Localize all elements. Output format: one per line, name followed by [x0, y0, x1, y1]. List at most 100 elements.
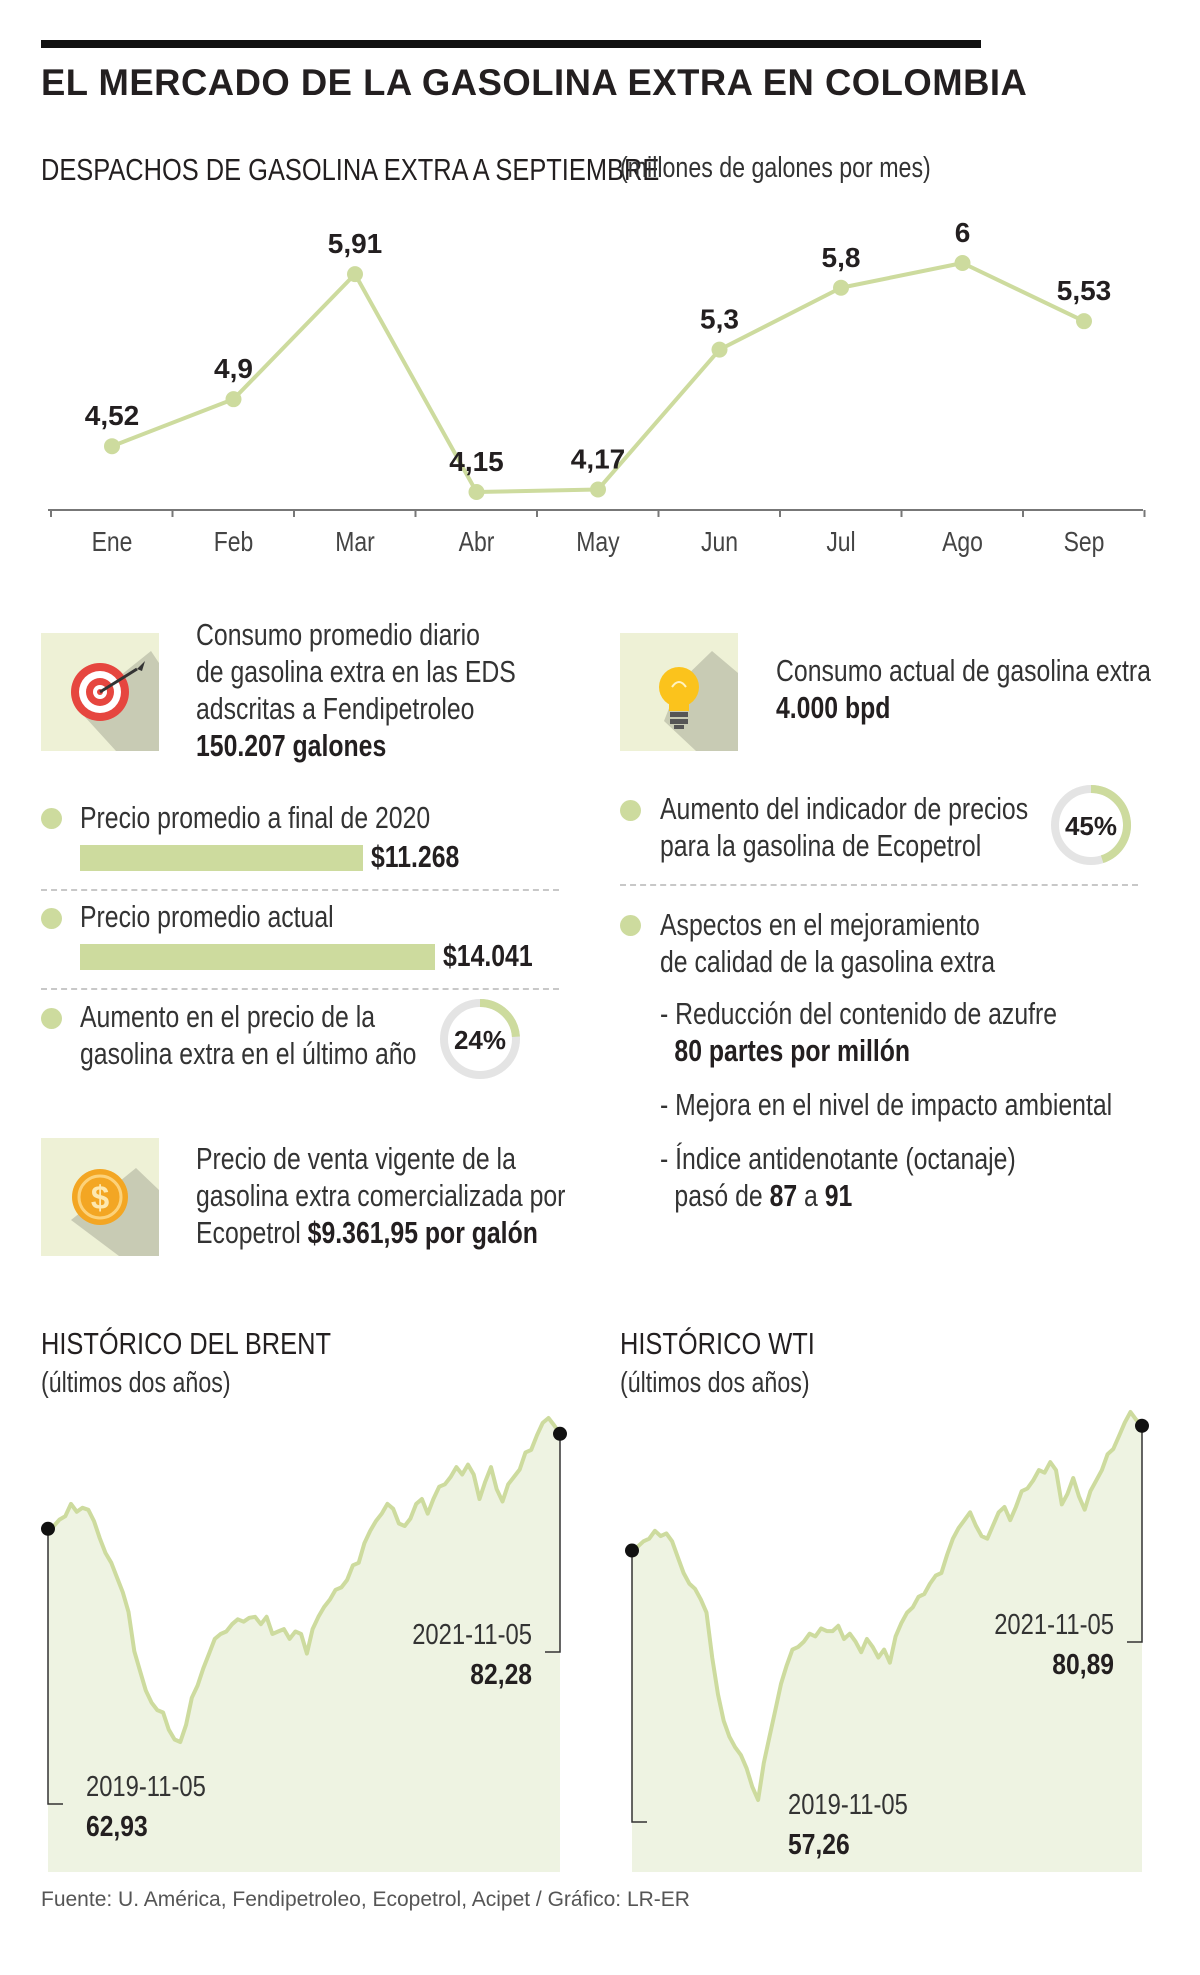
consumo-actual-text: Consumo actual de gasolina extra 4.000 b…	[776, 652, 1151, 726]
start-leader	[631, 1550, 647, 1823]
data-label-mar: 5,91	[328, 228, 383, 259]
target-icon-box	[41, 633, 159, 751]
wti-title: HISTÓRICO WTI	[620, 1326, 815, 1361]
indicador-line-2: para la gasolina de Ecopetrol	[660, 828, 982, 863]
consumo-diario-line-2: de gasolina extra en las EDS	[196, 654, 516, 689]
start-value: 57,26	[788, 1828, 850, 1860]
aspecto-1-label: - Reducción del contenido de azufre	[660, 996, 1058, 1031]
tick-label-ago: Ago	[942, 527, 983, 558]
data-label-ene: 4,52	[85, 400, 140, 431]
data-label-abr: 4,15	[449, 446, 504, 477]
donut-label: 45%	[1065, 811, 1117, 841]
consumo-diario-line-1: Consumo promedio diario	[196, 617, 480, 652]
precio-venta-line-3: Ecopetrol $9.361,95 por galón	[196, 1214, 565, 1251]
aumento-precio-line-1: Aumento en el precio de la	[80, 999, 376, 1034]
point-sep	[1076, 313, 1092, 330]
aspectos-text: Aspectos en el mejoramiento de calidad d…	[660, 906, 995, 980]
precio-actual-value: $14.041	[443, 938, 533, 973]
source-note: Fuente: U. América, Fendipetroleo, Ecope…	[41, 1888, 690, 1911]
page-title: EL MERCADO DE LA GASOLINA EXTRA EN COLOM…	[41, 62, 1028, 103]
aspecto-3-mid: a	[804, 1178, 818, 1213]
donut-label: 24%	[454, 1025, 506, 1055]
indicador-donut: 45%	[1051, 785, 1131, 865]
end-value: 80,89	[1052, 1648, 1114, 1680]
precio-venta-line-2: gasolina extra comercializada por	[196, 1178, 566, 1213]
point-jul	[833, 279, 849, 296]
aspecto-3-pre: pasó de	[674, 1178, 763, 1213]
end-date: 2021-11-05	[994, 1608, 1114, 1641]
tick-label-sep: Sep	[1064, 527, 1105, 558]
aumento-precio-line-2: gasolina extra en el último año	[80, 1036, 417, 1071]
precio-2020-label: Precio promedio a final de 2020	[80, 800, 431, 835]
point-feb	[225, 391, 242, 408]
dollar-coin-icon: $	[71, 1168, 159, 1256]
aspecto-1-value: 80 partes por millón	[674, 1033, 911, 1068]
start-marker	[625, 1543, 639, 1558]
bullet-aspectos	[620, 915, 641, 936]
precio-2020-bar	[80, 845, 363, 871]
consumo-actual-value: 4.000 bpd	[776, 690, 891, 725]
consumo-diario-value: 150.207 galones	[196, 728, 387, 763]
data-label-may: 4,17	[571, 444, 626, 475]
aumento-precio-donut: 24%	[440, 999, 520, 1079]
point-mar	[347, 266, 363, 283]
tick-label-ene: Ene	[92, 527, 133, 558]
bullet-aumento-precio	[41, 1008, 62, 1029]
precio-2020-value: $11.268	[371, 839, 460, 874]
divider	[41, 889, 559, 891]
tick-label-abr: Abr	[459, 527, 495, 558]
wti-subtitle: (últimos dos años)	[620, 1367, 810, 1399]
lightbulb-icon	[659, 651, 738, 751]
data-label-ago: 6	[955, 217, 971, 248]
aspectos-line-2: de calidad de la gasolina extra	[660, 944, 996, 979]
tick-label-jul: Jul	[826, 527, 855, 558]
end-date: 2021-11-05	[412, 1618, 532, 1651]
point-ene	[104, 438, 120, 455]
wti-area-chart: 2019-11-05 57,26 2021-11-05 80,89	[625, 1410, 1149, 1872]
donut-fill	[479, 999, 520, 1038]
end-leader	[1127, 1425, 1143, 1643]
price-series-line	[630, 1410, 1144, 1802]
precio-venta-line-1: Precio de venta vigente de la	[196, 1141, 516, 1176]
target-icon	[71, 651, 159, 751]
brent-subtitle: (últimos dos años)	[41, 1367, 231, 1399]
aspecto-2-label: - Mejora en el nivel de impacto ambienta…	[660, 1087, 1113, 1122]
bullet-indicador	[620, 800, 641, 821]
consumo-diario-line-3: adscritas a Fendipetroleo	[196, 691, 475, 726]
data-label-jul: 5,8	[822, 242, 861, 273]
precio-venta-prefix: Ecopetrol	[196, 1215, 301, 1250]
end-marker	[1135, 1418, 1149, 1433]
end-value: 82,28	[470, 1658, 532, 1690]
despachos-line-chart: 4,52 Ene 4,9 Feb 5,91 Mar 4,15 Abr 4,17 May 5,3 Jun…	[48, 217, 1146, 558]
precio-venta-value: $9.361,95 por galón	[307, 1215, 538, 1250]
data-label-feb: 4,9	[214, 353, 253, 384]
consumo-actual-line: Consumo actual de gasolina extra	[776, 653, 1151, 688]
start-value: 62,93	[86, 1810, 148, 1842]
tick-label-mar: Mar	[335, 527, 375, 558]
start-date: 2019-11-05	[86, 1770, 206, 1803]
title-rule	[41, 40, 981, 48]
aumento-precio-text: Aumento en el precio de la gasolina extr…	[80, 998, 416, 1072]
lightbulb-icon-box	[620, 633, 738, 751]
tick-label-may: May	[576, 527, 620, 558]
point-may	[590, 481, 606, 498]
end-marker	[553, 1426, 567, 1441]
dollar-icon-box: $	[41, 1138, 159, 1256]
indicador-text: Aumento del indicador de precios para la…	[660, 790, 1028, 864]
tick-label-feb: Feb	[214, 527, 254, 558]
data-label-jun: 5,3	[700, 304, 739, 335]
precio-venta-text: Precio de venta vigente de la gasolina e…	[196, 1140, 565, 1251]
tick-label-jun: Jun	[701, 527, 738, 558]
precio-actual-label: Precio promedio actual	[80, 899, 334, 934]
aspectos-line-1: Aspectos en el mejoramiento	[660, 907, 980, 942]
indicador-line-1: Aumento del indicador de precios	[660, 791, 1029, 826]
divider	[41, 988, 559, 990]
aspecto-3-label: - Índice antidenotante (octanaje)	[660, 1141, 1016, 1176]
aspecto-1: - Reducción del contenido de azufre 80 p…	[660, 995, 1057, 1069]
start-date: 2019-11-05	[788, 1788, 908, 1821]
start-marker	[41, 1521, 55, 1536]
bullet-precio-actual	[41, 908, 62, 929]
point-jun	[711, 341, 728, 358]
point-ago	[954, 255, 971, 271]
divider	[620, 884, 1138, 886]
